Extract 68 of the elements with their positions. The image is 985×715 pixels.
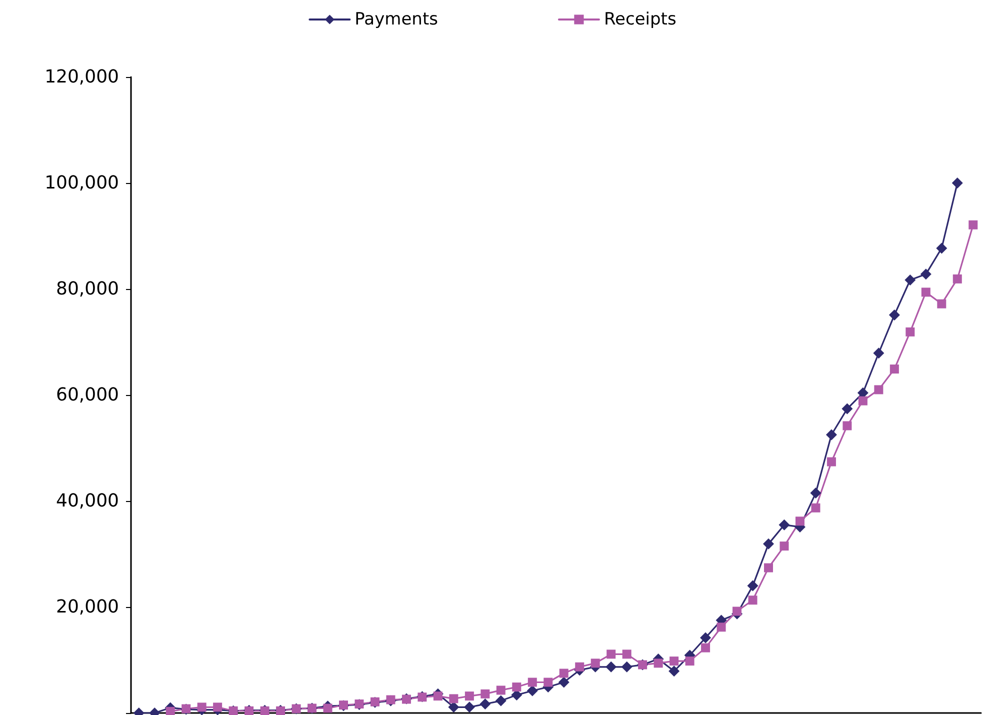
point: [906, 327, 915, 336]
point: [778, 519, 790, 530]
point: [842, 403, 853, 414]
y-tick-label: 20,000: [56, 596, 119, 618]
point: [826, 457, 836, 466]
point: [920, 268, 932, 280]
y-tick-label: 100,000: [44, 172, 119, 194]
point: [480, 689, 490, 698]
legend-label: Receipts: [604, 10, 676, 30]
point: [936, 242, 948, 254]
point: [512, 682, 522, 692]
y-tick-label: 120,000: [44, 66, 119, 88]
point: [606, 661, 617, 672]
point: [937, 299, 946, 308]
point: [480, 698, 491, 710]
point: [904, 274, 916, 286]
point: [590, 658, 600, 668]
point: [575, 662, 584, 672]
point: [668, 666, 680, 677]
point: [544, 678, 553, 687]
point: [858, 396, 868, 406]
point: [952, 178, 963, 188]
point: [448, 702, 460, 713]
point: [811, 503, 820, 512]
point: [890, 364, 899, 374]
point: [495, 695, 506, 706]
point: [528, 678, 537, 687]
point: [921, 288, 930, 297]
point: [795, 516, 804, 526]
point: [496, 686, 506, 695]
point: [622, 650, 632, 659]
point: [323, 704, 332, 713]
point: [780, 542, 789, 551]
point: [732, 606, 742, 616]
point: [826, 429, 837, 440]
point: [670, 656, 679, 666]
y-tick-label: 40,000: [56, 490, 119, 512]
point: [700, 632, 712, 644]
point: [606, 650, 616, 659]
point: [874, 385, 884, 394]
point: [621, 661, 632, 672]
point: [166, 706, 175, 715]
point: [952, 274, 962, 284]
point: [558, 676, 570, 688]
point: [748, 596, 758, 605]
point: [464, 692, 474, 701]
point: [968, 220, 978, 230]
y-tick-label: 80,000: [56, 278, 119, 300]
point: [449, 694, 458, 704]
point: [747, 580, 758, 592]
point: [197, 702, 206, 712]
point: [526, 685, 538, 696]
point: [842, 421, 852, 430]
point: [213, 702, 222, 712]
point: [888, 309, 900, 320]
point: [654, 658, 663, 668]
point: [716, 622, 726, 632]
y-tick-label: 60,000: [56, 384, 119, 406]
point: [559, 668, 568, 678]
point: [701, 643, 710, 652]
point: [433, 692, 442, 701]
point: [810, 488, 822, 499]
point: [685, 656, 694, 666]
point: [873, 348, 884, 359]
point: [763, 538, 774, 550]
point: [764, 563, 773, 572]
point: [464, 702, 475, 713]
legend-label: Payments: [354, 10, 438, 30]
